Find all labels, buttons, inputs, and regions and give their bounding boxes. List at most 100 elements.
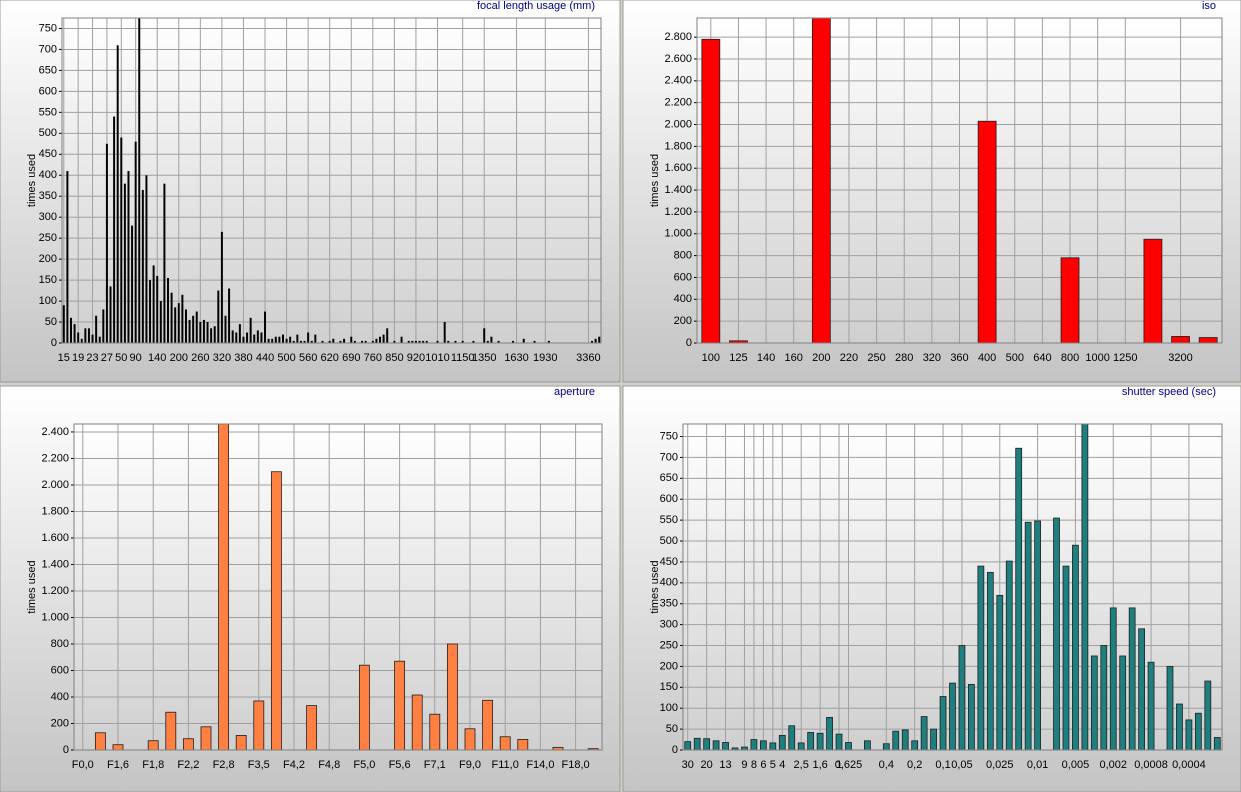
x-tick-label: 8 <box>751 759 757 771</box>
y-tick-label: 1.800 <box>664 140 692 152</box>
bar <box>1185 719 1193 751</box>
x-tick-label: 19 <box>72 352 84 364</box>
bar <box>264 311 267 343</box>
bar <box>242 336 245 343</box>
bar <box>98 336 101 343</box>
x-tick-label: 0,05 <box>951 759 972 771</box>
bar <box>213 326 216 343</box>
y-tick-label: 100 <box>39 295 57 307</box>
y-tick-label: 300 <box>660 619 678 631</box>
bar <box>249 317 252 343</box>
bar <box>436 340 439 343</box>
y-tick-label: 450 <box>660 556 678 568</box>
y-tick-label: 1.200 <box>664 206 692 218</box>
bar <box>393 340 396 343</box>
y-tick-label: 250 <box>660 639 678 651</box>
bar <box>152 265 155 343</box>
bar <box>1005 560 1013 751</box>
bar <box>314 334 317 343</box>
x-tick-label: 0,625 <box>835 759 863 771</box>
bar <box>1166 666 1174 751</box>
y-tick-label: 350 <box>660 598 678 610</box>
x-tick-label: 280 <box>895 352 913 364</box>
x-tick-label: 20 <box>701 759 713 771</box>
bar <box>310 340 313 343</box>
bar <box>930 728 937 751</box>
bar <box>73 324 76 343</box>
bar <box>231 330 234 343</box>
y-tick-label: 400 <box>674 293 692 305</box>
bar <box>94 732 106 751</box>
y-tick-label: 50 <box>45 316 57 328</box>
x-tick-label: 690 <box>342 352 360 364</box>
y-tick-label: 700 <box>39 43 57 55</box>
bar <box>274 336 277 343</box>
y-axis-label: times used <box>649 560 661 613</box>
bar <box>105 143 108 343</box>
x-tick-label: 920 <box>407 352 425 364</box>
bar <box>892 730 900 751</box>
y-tick-label: 150 <box>39 274 57 286</box>
bar <box>206 322 209 343</box>
bar <box>414 340 417 343</box>
bar <box>192 315 195 343</box>
y-tick-label: 2.000 <box>41 479 69 491</box>
y-tick-label: 550 <box>660 514 678 526</box>
bar <box>62 305 65 343</box>
plot-frame <box>61 17 602 344</box>
bar <box>949 682 956 751</box>
bar <box>547 340 550 343</box>
bar <box>361 340 364 343</box>
x-tick-label: F2,8 <box>213 759 235 771</box>
y-tick-label: 1.200 <box>41 585 69 597</box>
y-tick-label: 400 <box>51 691 69 703</box>
y-tick-label: 0 <box>51 337 57 349</box>
bar <box>188 319 191 343</box>
y-tick-label: 200 <box>660 660 678 672</box>
y-tick-label: 300 <box>39 211 57 223</box>
x-tick-label: 760 <box>364 352 382 364</box>
bar <box>425 340 428 343</box>
bar <box>246 332 249 343</box>
bar <box>1053 517 1060 751</box>
bar <box>289 336 292 343</box>
y-tick-label: 2.400 <box>664 75 692 87</box>
bar <box>350 336 353 343</box>
x-tick-label: 640 <box>1033 352 1051 364</box>
bar <box>235 332 238 343</box>
x-tick-label: 0,0004 <box>1172 759 1206 771</box>
bar <box>113 116 116 343</box>
bar <box>271 338 274 343</box>
y-tick-label: 700 <box>660 451 678 463</box>
bar <box>307 332 310 343</box>
bar <box>200 726 212 751</box>
y-tick-label: 1.400 <box>41 558 69 570</box>
bar <box>228 288 231 343</box>
y-tick-label: 200 <box>51 717 69 729</box>
x-tick-label: 1 <box>836 759 842 771</box>
bar <box>517 738 529 751</box>
bar <box>256 330 259 343</box>
bar <box>382 334 385 343</box>
x-tick-label: 800 <box>1061 352 1079 364</box>
bar <box>177 303 180 343</box>
bar <box>429 713 441 751</box>
bar <box>202 319 205 343</box>
y-axis-label: times used <box>26 560 38 613</box>
x-tick-label: F9,0 <box>459 759 481 771</box>
bar <box>920 716 928 751</box>
bar <box>693 737 701 751</box>
bar <box>253 700 265 751</box>
x-tick-label: 1150 <box>451 352 475 364</box>
bar <box>141 189 144 343</box>
x-tick-label: 30 <box>682 759 694 771</box>
x-tick-label: 560 <box>299 352 317 364</box>
bar <box>418 340 421 343</box>
bar <box>882 743 890 751</box>
y-axis-label: times used <box>26 154 38 207</box>
x-tick-label: 5 <box>770 759 776 771</box>
bar <box>182 738 194 751</box>
x-tick-label: 320 <box>923 352 941 364</box>
y-tick-label: 1.400 <box>664 184 692 196</box>
bar <box>684 741 692 751</box>
